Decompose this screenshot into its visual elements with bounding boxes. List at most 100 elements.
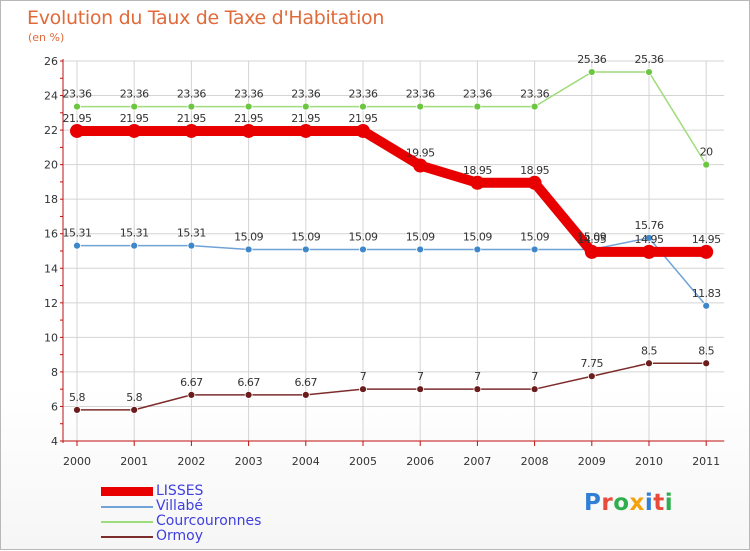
- series-line-lisses: [72, 125, 712, 257]
- data-point: [127, 123, 142, 138]
- data-label: 25.36: [635, 53, 664, 66]
- chart-title: Evolution du Taux de Taxe d'Habitation: [27, 7, 385, 29]
- legend-swatch-courcouronnes: [101, 521, 153, 523]
- data-label: 21.95: [63, 112, 92, 125]
- data-point: [301, 102, 310, 111]
- data-label: 23.36: [177, 88, 206, 101]
- data-label: 11.83: [692, 287, 721, 300]
- x-tick-label: 2007: [463, 455, 491, 468]
- data-point: [702, 160, 711, 169]
- series-line-courcouronnes: [76, 71, 707, 166]
- data-point: [359, 102, 367, 111]
- data-point: [416, 245, 425, 254]
- data-label: 6.67: [237, 376, 260, 389]
- data-label: 15.09: [406, 230, 435, 243]
- legend-label-villabe: Villabé: [156, 498, 204, 514]
- data-point: [530, 102, 539, 111]
- chart-subtitle: (en %): [28, 31, 65, 44]
- y-tick-label: 14: [44, 262, 58, 275]
- data-label: 25.36: [577, 53, 606, 66]
- series-line-ormoy: [76, 362, 707, 411]
- data-point: [298, 123, 313, 138]
- x-tick-label: 2005: [349, 455, 377, 468]
- data-label: 15.09: [349, 230, 378, 243]
- data-label: 15.09: [291, 230, 320, 243]
- data-point: [702, 359, 711, 368]
- legend-label-lisses: LISSES: [156, 483, 204, 499]
- y-tick-label: 4: [51, 435, 58, 448]
- data-point: [699, 244, 714, 259]
- y-tick-label: 18: [44, 193, 58, 206]
- y-tick-label: 6: [51, 400, 58, 413]
- data-point: [70, 123, 84, 138]
- data-label: 19.95: [406, 147, 435, 160]
- data-label: 23.36: [349, 88, 378, 101]
- y-tick-label: 20: [44, 159, 58, 172]
- data-label: 18.95: [520, 164, 549, 177]
- data-label: 23.36: [63, 88, 92, 101]
- legend-swatch-lisses: [101, 487, 153, 496]
- data-label: 21.95: [177, 112, 206, 125]
- data-point: [702, 301, 711, 310]
- data-label: 14.95: [635, 233, 664, 246]
- data-label: 14.95: [692, 233, 721, 246]
- data-label: 15.09: [520, 230, 549, 243]
- data-point: [73, 406, 81, 414]
- y-tick-label: 24: [44, 90, 58, 103]
- data-point: [416, 102, 425, 111]
- data-point: [73, 241, 81, 250]
- data-point: [587, 68, 596, 76]
- data-point: [645, 68, 653, 76]
- data-label: 15.31: [63, 227, 92, 240]
- data-label: 23.36: [120, 88, 149, 101]
- x-tick-label: 2006: [406, 455, 434, 468]
- logo-letter: r: [601, 490, 614, 516]
- data-point: [587, 372, 596, 381]
- y-tick-label: 10: [44, 331, 58, 344]
- logo-letter: o: [613, 490, 630, 516]
- data-point: [473, 245, 482, 254]
- proxiti-logo: Proxiti: [584, 490, 673, 516]
- data-point: [359, 245, 367, 254]
- logo-letter: t: [653, 490, 665, 516]
- data-point: [244, 390, 253, 399]
- x-tick-label: 2001: [120, 455, 148, 468]
- data-point: [642, 244, 656, 259]
- data-label: 7: [474, 370, 481, 383]
- data-label: 15.76: [635, 219, 664, 232]
- data-point: [473, 385, 482, 394]
- data-point: [359, 385, 367, 394]
- data-point: [130, 102, 139, 111]
- data-point: [301, 245, 310, 254]
- logo-letter: i: [664, 490, 674, 516]
- data-label: 7.75: [581, 357, 604, 370]
- data-label: 15.31: [177, 227, 206, 240]
- data-point: [356, 123, 370, 138]
- x-tick-label: 2000: [63, 455, 91, 468]
- legend-label-courcouronnes: Courcouronnes: [156, 513, 262, 529]
- data-label: 15.31: [120, 227, 149, 240]
- y-tick-label: 22: [44, 124, 58, 137]
- y-tick-label: 8: [51, 366, 58, 379]
- data-point: [301, 390, 310, 399]
- data-point: [530, 245, 539, 254]
- x-tick-label: 2002: [177, 455, 205, 468]
- data-label: 21.95: [349, 112, 378, 125]
- data-point: [187, 102, 196, 111]
- data-label: 6.67: [295, 376, 318, 389]
- data-label: 21.95: [234, 112, 263, 125]
- data-label: 15.09: [463, 230, 492, 243]
- data-label: 21.95: [120, 112, 149, 125]
- y-tick-label: 12: [44, 297, 58, 310]
- data-label: 8.5: [641, 344, 657, 357]
- data-label: 23.36: [406, 88, 435, 101]
- data-label: 14.95: [577, 233, 606, 246]
- data-label: 18.95: [463, 164, 492, 177]
- data-point: [473, 102, 482, 111]
- data-point: [530, 385, 539, 394]
- data-label: 15.09: [234, 230, 263, 243]
- data-point: [187, 241, 196, 250]
- data-label: 15.09: [577, 230, 606, 243]
